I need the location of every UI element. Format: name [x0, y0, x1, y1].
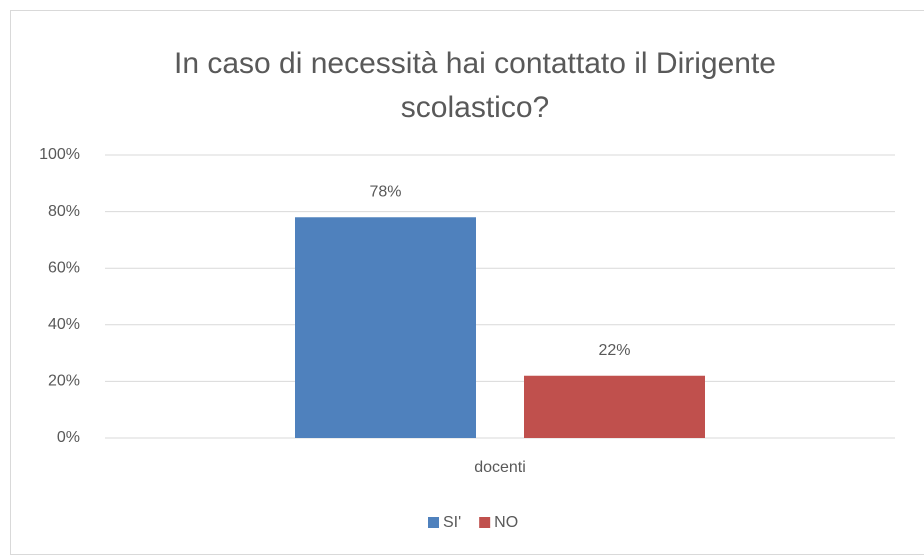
bar — [295, 217, 476, 438]
y-tick-label: 100% — [39, 146, 80, 163]
y-tick-label: 60% — [48, 259, 80, 276]
x-tick-label: docenti — [474, 459, 526, 476]
data-label: 78% — [369, 183, 401, 200]
y-tick-label: 20% — [48, 373, 80, 390]
chart-title: In caso di necessità hai contattato il D… — [173, 47, 776, 124]
bar — [524, 375, 705, 438]
y-tick-label: 0% — [57, 429, 80, 446]
legend-label: NO — [494, 514, 518, 531]
legend-swatch — [428, 517, 439, 528]
legend-label: SI' — [443, 514, 461, 531]
legend-swatch — [479, 517, 491, 528]
y-tick-label: 80% — [48, 203, 80, 220]
y-tick-label: 40% — [48, 316, 80, 333]
data-label: 22% — [598, 342, 630, 359]
